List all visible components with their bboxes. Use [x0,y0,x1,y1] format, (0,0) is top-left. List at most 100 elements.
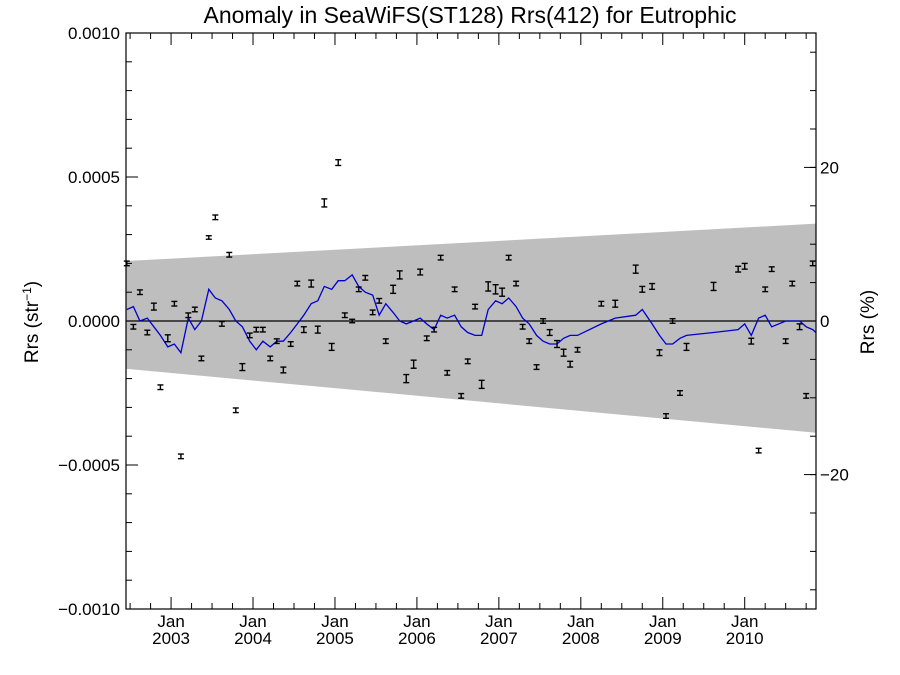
data-point [239,362,246,372]
data-point [226,251,233,258]
data-point [431,326,438,333]
data-point [273,338,280,345]
data-point [185,312,192,319]
data-point [198,355,205,362]
data-point [676,389,683,397]
data-point [396,270,403,280]
data-point [382,338,389,345]
data-point [246,332,253,339]
data-point [683,342,690,352]
data-point [130,323,137,330]
uncertainty-envelope [126,223,816,433]
data-point [232,407,239,414]
data-point [218,320,225,327]
y-axis-label-right: Rrs (%) [858,290,879,354]
data-point [150,302,157,311]
data-point [513,280,520,287]
data-point [803,392,810,399]
data-point [710,281,717,292]
data-point [632,264,639,274]
x-tick-year-label: 2005 [316,629,354,648]
data-point [321,198,328,208]
data-point [369,309,376,316]
x-tick-month-label: Jan [239,612,266,631]
data-point [649,282,656,291]
data-point [300,326,307,334]
x-tick-year-label: 2009 [644,629,682,648]
data-point [567,360,574,368]
y-axis-label-left: Rrs (str−1) [20,281,43,363]
data-point [526,338,533,345]
data-point [656,349,663,357]
data-point [768,266,775,273]
data-point [259,326,266,333]
x-tick-year-label: 2010 [726,629,764,648]
data-point [437,254,444,261]
data-point [809,260,816,267]
x-tick-month-label: Jan [157,612,184,631]
left-tick-label: −0.0005 [58,456,120,475]
data-point [308,279,315,288]
x-tick-month-label: Jan [649,612,676,631]
data-point [762,286,769,293]
data-point [669,317,676,325]
left-tick-label: 0.0000 [68,312,120,331]
x-tick-year-label: 2003 [152,629,190,648]
data-point [171,300,178,307]
data-point [492,284,499,295]
data-point [423,335,430,342]
data-point [472,303,479,310]
data-point [410,359,417,369]
x-tick-year-label: 2007 [480,629,518,648]
data-point [554,339,561,349]
envelope-band [126,223,816,433]
x-tick-year-label: 2008 [562,629,600,648]
data-point [362,274,369,281]
data-point [212,214,219,221]
series-line [126,273,817,355]
data-point [639,285,646,293]
data-point [328,342,335,352]
x-tick-month-label: Jan [567,612,594,631]
data-points-layer [123,159,816,460]
x-tick-year-label: 2004 [234,629,272,648]
data-point [612,299,619,308]
data-point [464,358,471,365]
right-tick-label: 20 [820,158,839,177]
data-point [444,369,451,376]
data-point [533,364,540,371]
data-point [499,287,506,297]
data-point [748,337,755,345]
x-tick-month-label: Jan [485,612,512,631]
data-point [540,317,547,325]
x-tick-month-label: Jan [321,612,348,631]
data-point [294,280,301,287]
data-point [598,300,605,307]
data-point [735,265,742,273]
left-tick-label: 0.0005 [68,168,120,187]
data-point [144,329,151,336]
data-point [136,289,143,296]
data-point [796,323,803,331]
data-point [560,348,567,357]
data-point [341,312,348,319]
data-point [335,159,342,167]
data-point [478,379,485,390]
data-point [546,328,553,337]
data-point [164,334,171,343]
data-point [287,341,294,348]
data-point [157,384,164,391]
smoothed-line-layer [126,273,817,355]
left-tick-label: −0.0010 [58,600,120,619]
data-point [505,254,512,261]
data-point [741,262,748,270]
x-tick-month-label: Jan [731,612,758,631]
data-point [789,280,796,287]
data-point [782,338,789,345]
data-point [253,326,260,333]
data-point [417,268,424,276]
data-point [280,366,287,374]
right-tick-label: 0 [820,312,829,331]
right-tick-label: −20 [820,466,849,485]
